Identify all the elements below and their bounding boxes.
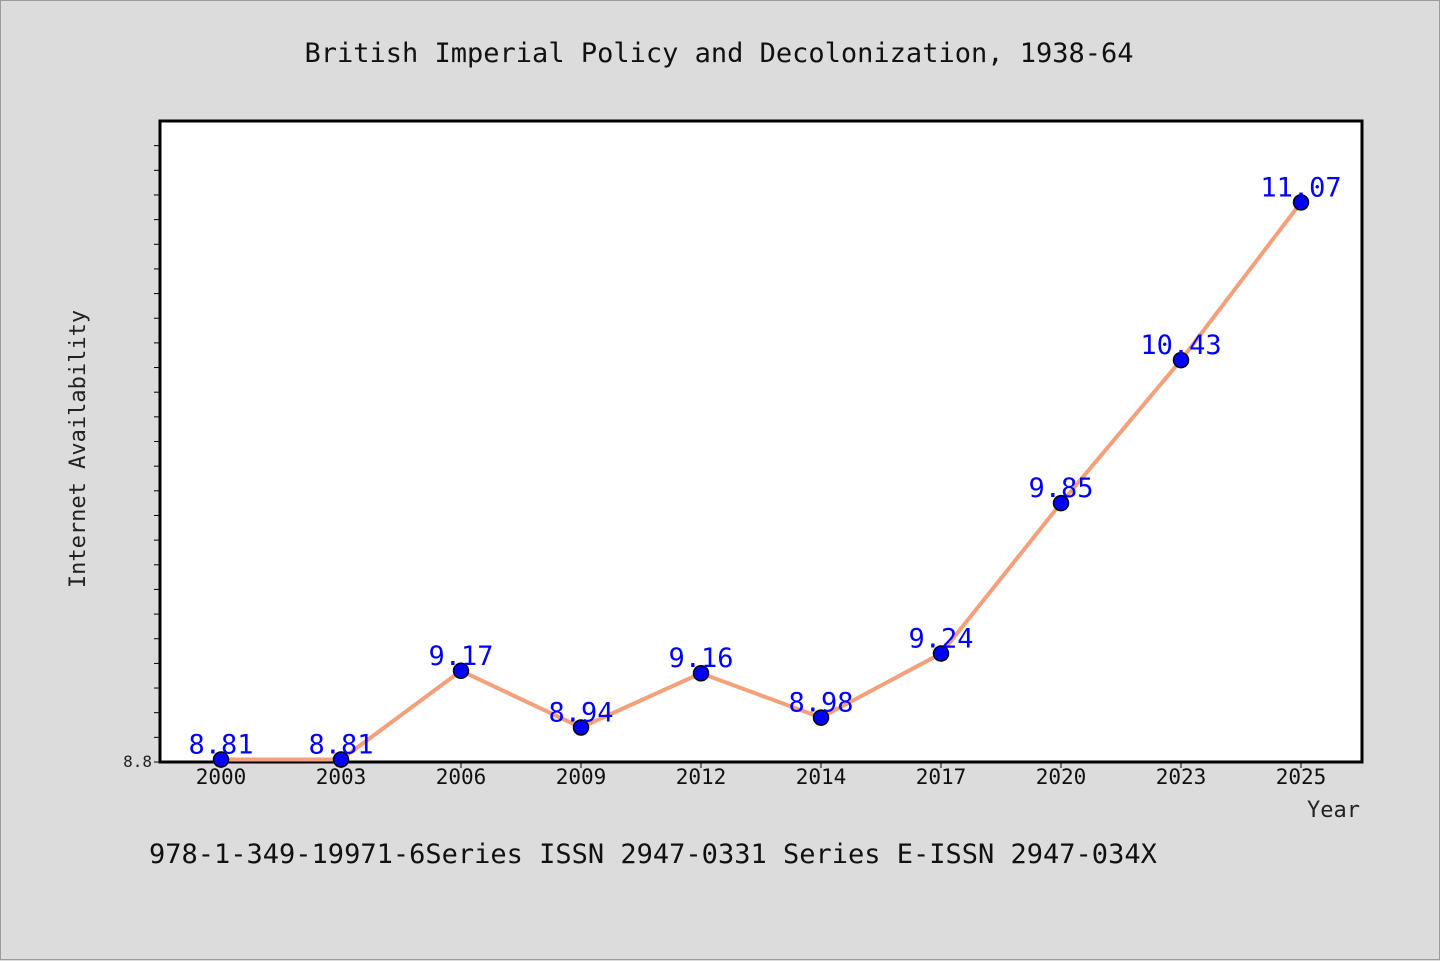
data-point-marker xyxy=(452,662,470,680)
data-label: 8.81 xyxy=(308,730,373,761)
data-label: 9.16 xyxy=(668,643,733,674)
x-tick-label: 2006 xyxy=(436,765,487,789)
x-tick-label: 2003 xyxy=(316,765,367,789)
footer-isbn-text: 978-1-349-19971-6Series ISSN 2947-0331 S… xyxy=(149,839,1157,870)
data-point-marker xyxy=(212,751,230,768)
series-line xyxy=(219,200,1303,762)
chart-title: British Imperial Policy and Decolonizati… xyxy=(304,38,1133,69)
x-tick-label: 2025 xyxy=(1276,765,1327,789)
data-label: 9.17 xyxy=(428,641,493,672)
x-tick-label: 2009 xyxy=(556,765,607,789)
x-tick-label: 2000 xyxy=(196,765,247,789)
data-label: 8.81 xyxy=(188,730,253,761)
data-label: 9.85 xyxy=(1028,473,1093,504)
data-point-marker xyxy=(572,719,590,736)
data-label: 10.43 xyxy=(1140,330,1221,361)
y-tick-label: 8.8 xyxy=(123,752,152,771)
y-axis-label: Internet Availability xyxy=(66,310,91,588)
data-label: 11.07 xyxy=(1260,172,1341,203)
data-label: 8.94 xyxy=(548,697,613,728)
data-label: 9.24 xyxy=(908,624,973,655)
x-tick-label: 2017 xyxy=(916,765,967,789)
x-tick-label: 2023 xyxy=(1156,765,1207,789)
x-tick-label: 2014 xyxy=(796,765,847,789)
x-tick-label: 2020 xyxy=(1036,765,1087,789)
data-point-marker xyxy=(1052,494,1070,512)
data-point-marker xyxy=(1292,194,1310,211)
x-tick-label: 2012 xyxy=(676,765,727,789)
data-point-marker xyxy=(692,664,710,682)
data-label: 8.98 xyxy=(788,688,853,719)
series-layer: 8.81 8.81 9.17 8.94 9.16 8.98 9.24 9.85 10.43 11.… xyxy=(188,172,1342,768)
data-point-marker xyxy=(812,709,830,726)
data-point-marker xyxy=(332,751,350,768)
data-point-marker xyxy=(1172,351,1190,369)
data-point-marker xyxy=(932,645,950,662)
plot-area xyxy=(158,119,1364,764)
x-axis-ticks: 2000 2003 2006 2009 2012 2014 2017 2020 2023 2025 xyxy=(196,762,1327,789)
y-axis-ticks: 8.8 xyxy=(123,145,160,771)
x-axis-label: Year xyxy=(1307,798,1360,823)
